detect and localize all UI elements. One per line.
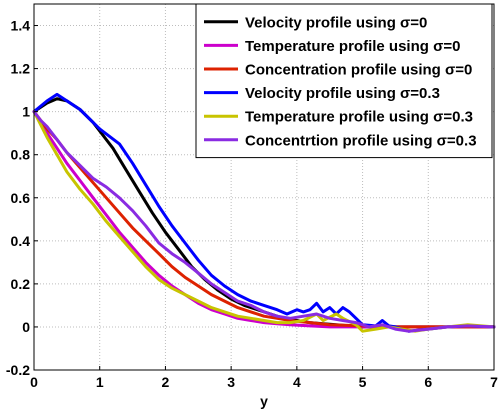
series-line-4 xyxy=(32,92,496,333)
x-tick-label: 3 xyxy=(227,374,235,390)
y-tick-label: 0.4 xyxy=(11,233,31,249)
legend: Velocity profile using σ=0 Temperature pr… xyxy=(195,3,493,159)
legend-label-2: Temperature profile using σ=0 xyxy=(245,38,460,55)
x-tick-label: 4 xyxy=(293,374,301,390)
y-tick-label: 0.6 xyxy=(11,190,31,206)
tick-labels: 0 1 2 3 4 5 6 7-0.200.20.40.60.811.21.4 xyxy=(6,18,498,390)
y-tick-label: -0.2 xyxy=(6,362,30,378)
x-tick-label: 5 xyxy=(359,374,367,390)
series-layer xyxy=(32,92,496,333)
y-tick-label: 1 xyxy=(22,104,30,120)
series-line-6 xyxy=(32,110,496,333)
legend-label-6: Concentrtion profile using σ=0.3 xyxy=(245,132,477,149)
series-line-2 xyxy=(32,110,496,329)
x-tick-label: 0 xyxy=(30,374,38,390)
legend-label-4: Velocity profile using σ=0.3 xyxy=(245,85,440,102)
x-axis-label: y xyxy=(260,393,268,409)
legend-box xyxy=(195,3,493,159)
y-tick-label: 1.2 xyxy=(11,61,31,77)
legend-label-5: Temperature profile using σ=0.3 xyxy=(245,109,473,126)
x-tick-label: 2 xyxy=(162,374,170,390)
legend-label-1: Velocity profile using σ=0 xyxy=(245,14,427,31)
y-tick-label: 0.2 xyxy=(11,276,31,292)
x-tick-label: 1 xyxy=(96,374,104,390)
x-tick-label: 7 xyxy=(490,374,498,390)
y-tick-label: 0 xyxy=(22,319,30,335)
x-tick-label: 6 xyxy=(424,374,432,390)
y-tick-label: 1.4 xyxy=(11,18,31,34)
y-tick-label: 0.8 xyxy=(11,147,31,163)
legend-label-3: Concentration profile using σ=0 xyxy=(245,62,472,79)
